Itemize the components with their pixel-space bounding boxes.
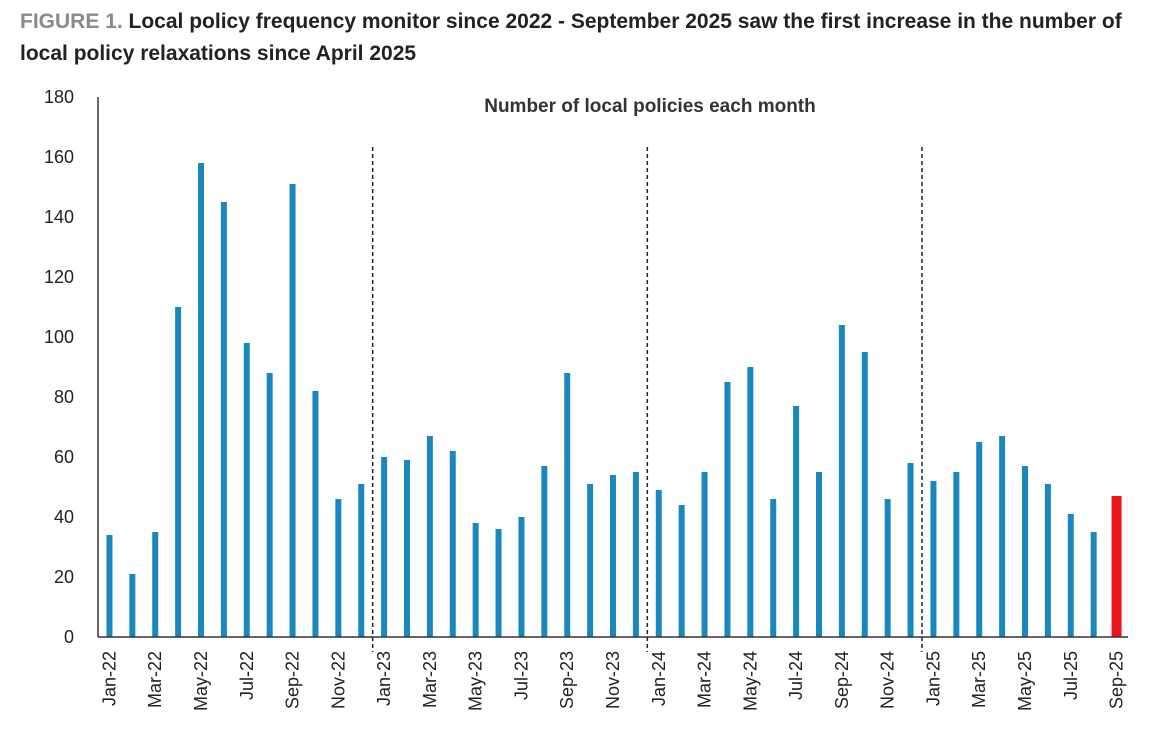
bar — [701, 472, 708, 637]
bar — [106, 535, 113, 637]
bar — [724, 382, 731, 637]
bar — [266, 373, 273, 637]
y-tick-label: 40 — [54, 507, 74, 527]
bar — [861, 352, 868, 637]
bar — [1067, 514, 1074, 637]
bar-chart: 0 20 40 60 80 100 120 140 160 180 Jan-22 Mar-22 May… — [44, 87, 1128, 711]
bar — [381, 457, 388, 637]
x-axis-ticks: Jan-22 Mar-22 May-22 Jul-22 Sep-22 Nov-22 Jan-… — [99, 651, 1126, 711]
bar — [793, 406, 800, 637]
y-tick-label: 140 — [44, 207, 74, 227]
bar — [953, 472, 960, 637]
year-dividers — [371, 147, 923, 652]
y-tick-label: 100 — [44, 327, 74, 347]
x-tick-label: Sep-24 — [832, 651, 852, 709]
x-tick-label: Mar-25 — [969, 651, 989, 708]
bar — [1044, 484, 1051, 637]
x-tick-label: Jul-23 — [511, 651, 531, 700]
figure-title-text: Local policy frequency monitor since 202… — [20, 10, 1122, 65]
bar — [930, 481, 937, 637]
y-tick-label: 60 — [54, 447, 74, 467]
figure-label: FIGURE 1. — [20, 10, 123, 33]
plot-title: Number of local policies each month — [484, 96, 816, 117]
x-tick-label: Jan-24 — [649, 651, 669, 706]
bar — [449, 451, 456, 637]
bar — [587, 484, 594, 637]
x-tick-label: May-24 — [740, 651, 760, 711]
x-tick-label: Jan-23 — [374, 651, 394, 706]
x-tick-label: Mar-23 — [420, 651, 440, 708]
x-tick-label: Jan-25 — [923, 651, 943, 706]
x-tick-label: Nov-22 — [328, 651, 348, 709]
x-tick-label: May-22 — [191, 651, 211, 711]
y-tick-label: 0 — [64, 627, 74, 647]
bar — [175, 307, 182, 637]
bar — [610, 475, 616, 637]
bar — [678, 505, 685, 637]
bar — [770, 499, 777, 637]
bar — [426, 436, 433, 637]
bar — [312, 391, 319, 637]
y-tick-label: 180 — [44, 87, 74, 107]
bar — [884, 499, 891, 637]
bar — [472, 523, 479, 637]
y-tick-label: 160 — [44, 147, 74, 167]
bar — [289, 184, 296, 637]
bar — [655, 490, 662, 637]
bars — [106, 163, 1122, 637]
bar — [999, 436, 1006, 637]
x-tick-label: Nov-23 — [603, 651, 623, 709]
x-tick-label: Jul-24 — [786, 651, 806, 700]
x-tick-label: May-25 — [1015, 651, 1035, 711]
x-tick-label: Mar-22 — [145, 651, 165, 708]
figure-title: FIGURE 1. Local policy frequency monitor… — [20, 6, 1150, 70]
bar — [335, 499, 342, 637]
bar — [747, 367, 754, 637]
y-tick-label: 20 — [54, 567, 74, 587]
bar — [518, 517, 525, 637]
bar — [129, 574, 136, 637]
bar — [1111, 496, 1122, 637]
bar — [404, 460, 410, 637]
y-tick-label: 80 — [54, 387, 74, 407]
x-tick-label: Sep-22 — [283, 651, 303, 709]
y-tick-label: 120 — [44, 267, 74, 287]
bar — [541, 466, 548, 637]
y-axis-ticks: 0 20 40 60 80 100 120 140 160 180 — [44, 87, 74, 647]
bar — [220, 202, 227, 637]
bar — [632, 472, 639, 637]
x-tick-label: Mar-24 — [695, 651, 715, 708]
bar — [816, 472, 822, 637]
bar — [1022, 466, 1028, 637]
bar — [838, 325, 845, 637]
bar — [1090, 532, 1097, 637]
bar — [152, 532, 159, 637]
bar — [564, 373, 571, 637]
bar — [243, 343, 250, 637]
bar — [495, 529, 502, 637]
bar — [907, 463, 914, 637]
x-tick-label: Jul-22 — [237, 651, 257, 700]
x-tick-label: Jan-22 — [99, 651, 119, 706]
x-tick-label: May-23 — [466, 651, 486, 711]
x-tick-label: Nov-24 — [878, 651, 898, 709]
x-tick-label: Sep-25 — [1107, 651, 1127, 709]
bar — [976, 442, 983, 637]
x-tick-label: Sep-23 — [557, 651, 577, 709]
bar — [358, 484, 365, 637]
bar — [198, 163, 204, 637]
x-tick-label: Jul-25 — [1061, 651, 1081, 700]
